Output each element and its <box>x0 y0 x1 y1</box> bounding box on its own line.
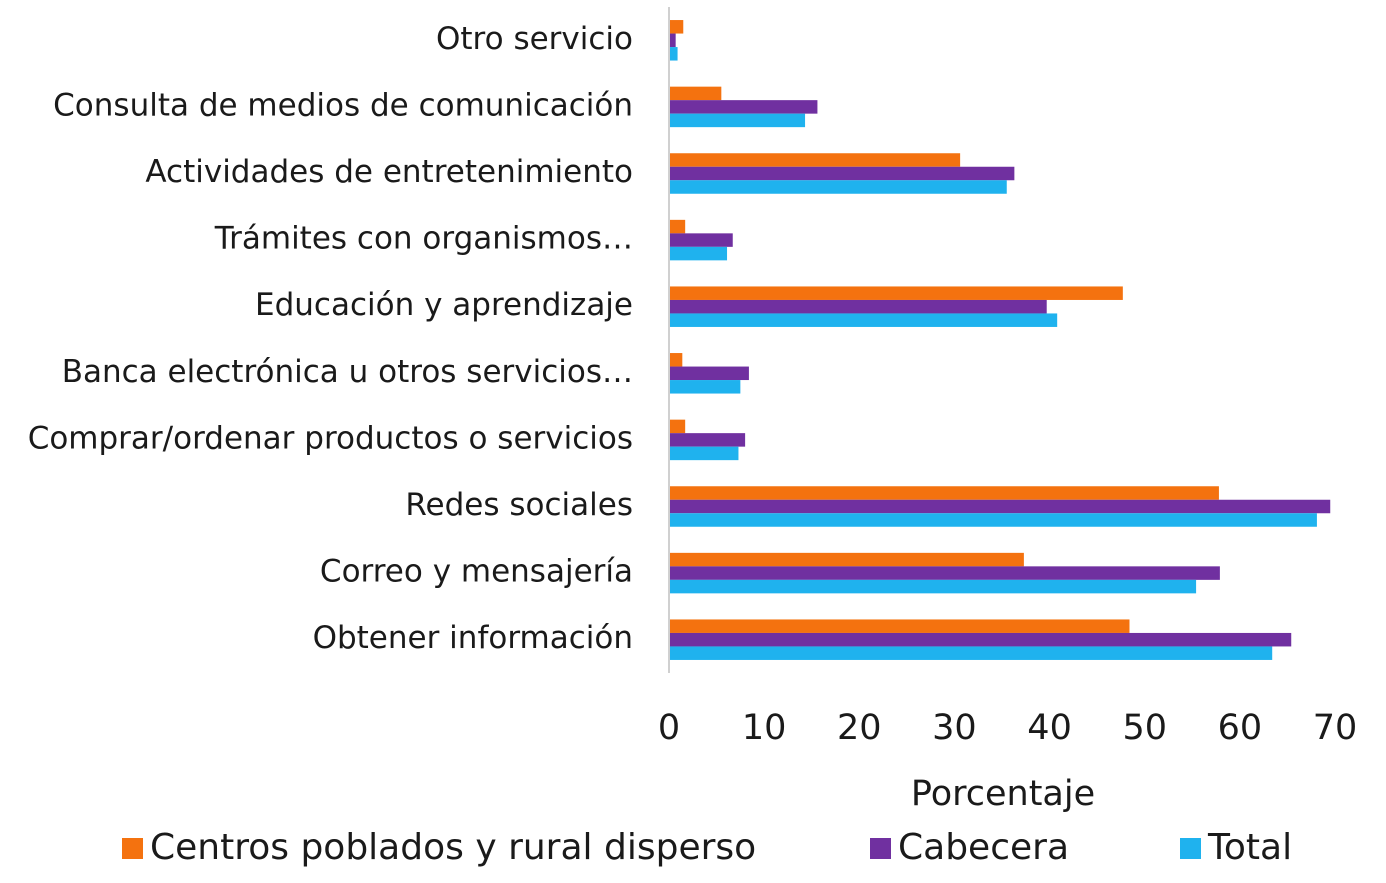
x-axis-title: Porcentaje <box>911 774 1095 814</box>
bar <box>669 646 1273 660</box>
category-label: Obtener información <box>313 620 633 656</box>
bar <box>669 86 722 101</box>
bar <box>669 366 749 381</box>
bar <box>669 486 1219 500</box>
legend-swatch <box>1180 838 1201 859</box>
bar <box>669 113 806 128</box>
category-label: Correo y mensajería <box>320 554 633 590</box>
legend-swatch <box>122 838 143 859</box>
bar <box>669 419 686 434</box>
bar <box>669 33 676 48</box>
category-label: Redes sociales <box>405 487 633 523</box>
category-label: Trámites con organismos… <box>214 221 633 257</box>
bar <box>669 433 746 447</box>
bar <box>669 233 733 247</box>
x-tick-label: 0 <box>658 708 680 748</box>
bar <box>669 619 1130 633</box>
bar <box>669 246 728 261</box>
legend-swatch <box>870 838 891 859</box>
bar <box>669 552 1024 567</box>
legend-label: Total <box>1207 827 1292 868</box>
bar <box>669 180 1007 194</box>
x-tick-label: 60 <box>1218 708 1263 748</box>
bar <box>669 446 739 461</box>
x-tick-label: 10 <box>742 708 787 748</box>
bar <box>669 579 1197 594</box>
legend-label: Centros poblados y rural disperso <box>150 827 756 868</box>
bar <box>669 47 678 61</box>
bar <box>669 353 683 367</box>
bar <box>669 299 1047 314</box>
x-tick-label: 30 <box>932 708 977 748</box>
bar <box>669 166 1015 181</box>
bar <box>669 20 684 34</box>
bar <box>669 286 1123 300</box>
x-tick-label: 70 <box>1313 708 1358 748</box>
bar <box>669 513 1317 527</box>
bar <box>669 153 961 167</box>
bar <box>669 566 1220 580</box>
category-label: Otro servicio <box>436 21 633 57</box>
bar <box>669 100 818 114</box>
category-label: Educación y aprendizaje <box>255 287 633 323</box>
category-label: Banca electrónica u otros servicios… <box>62 354 633 390</box>
bar <box>669 499 1331 514</box>
x-tick-label: 40 <box>1027 708 1072 748</box>
category-label: Consulta de medios de comunicación <box>53 87 633 123</box>
x-tick-label: 20 <box>837 708 882 748</box>
bar <box>669 313 1058 327</box>
category-label: Actividades de entretenimiento <box>145 154 633 190</box>
bar <box>669 632 1292 647</box>
x-tick-label: 50 <box>1122 708 1167 748</box>
legend-label: Cabecera <box>898 827 1069 868</box>
bar <box>669 219 686 234</box>
bar <box>669 380 741 394</box>
category-label: Comprar/ordenar productos o servicios <box>28 420 633 456</box>
